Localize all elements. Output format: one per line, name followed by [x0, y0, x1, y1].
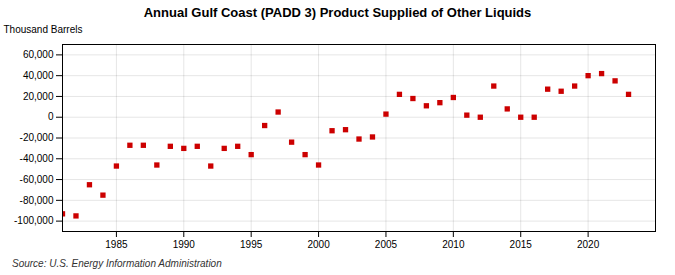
svg-text:-80,000: -80,000	[20, 195, 54, 206]
svg-text:20,000: 20,000	[23, 91, 54, 102]
svg-text:1995: 1995	[240, 239, 263, 250]
svg-text:40,000: 40,000	[23, 70, 54, 81]
svg-text:2020: 2020	[577, 239, 600, 250]
html-text:Source: U.S. Energy Informatio: Source: U.S. Energy Information Administ…	[12, 258, 222, 269]
svg-text:2005: 2005	[375, 239, 398, 250]
svg-text:1985: 1985	[105, 239, 128, 250]
svg-text:2000: 2000	[307, 239, 330, 250]
svg-text:2015: 2015	[510, 239, 533, 250]
html-text:Annual Gulf Coast (PADD 3) Pro: Annual Gulf Coast (PADD 3) Product Suppl…	[143, 5, 532, 20]
svg-text:2010: 2010	[442, 239, 465, 250]
svg-text:Thousand Barrels: Thousand Barrels	[4, 24, 83, 35]
svg-text:60,000: 60,000	[23, 49, 54, 60]
svg-text:1990: 1990	[173, 239, 196, 250]
svg-text:-60,000: -60,000	[20, 174, 54, 185]
svg-text:0: 0	[48, 111, 54, 122]
svg-text:-100,000: -100,000	[14, 215, 54, 226]
svg-text:-40,000: -40,000	[20, 153, 54, 164]
svg-text:-20,000: -20,000	[20, 132, 54, 143]
